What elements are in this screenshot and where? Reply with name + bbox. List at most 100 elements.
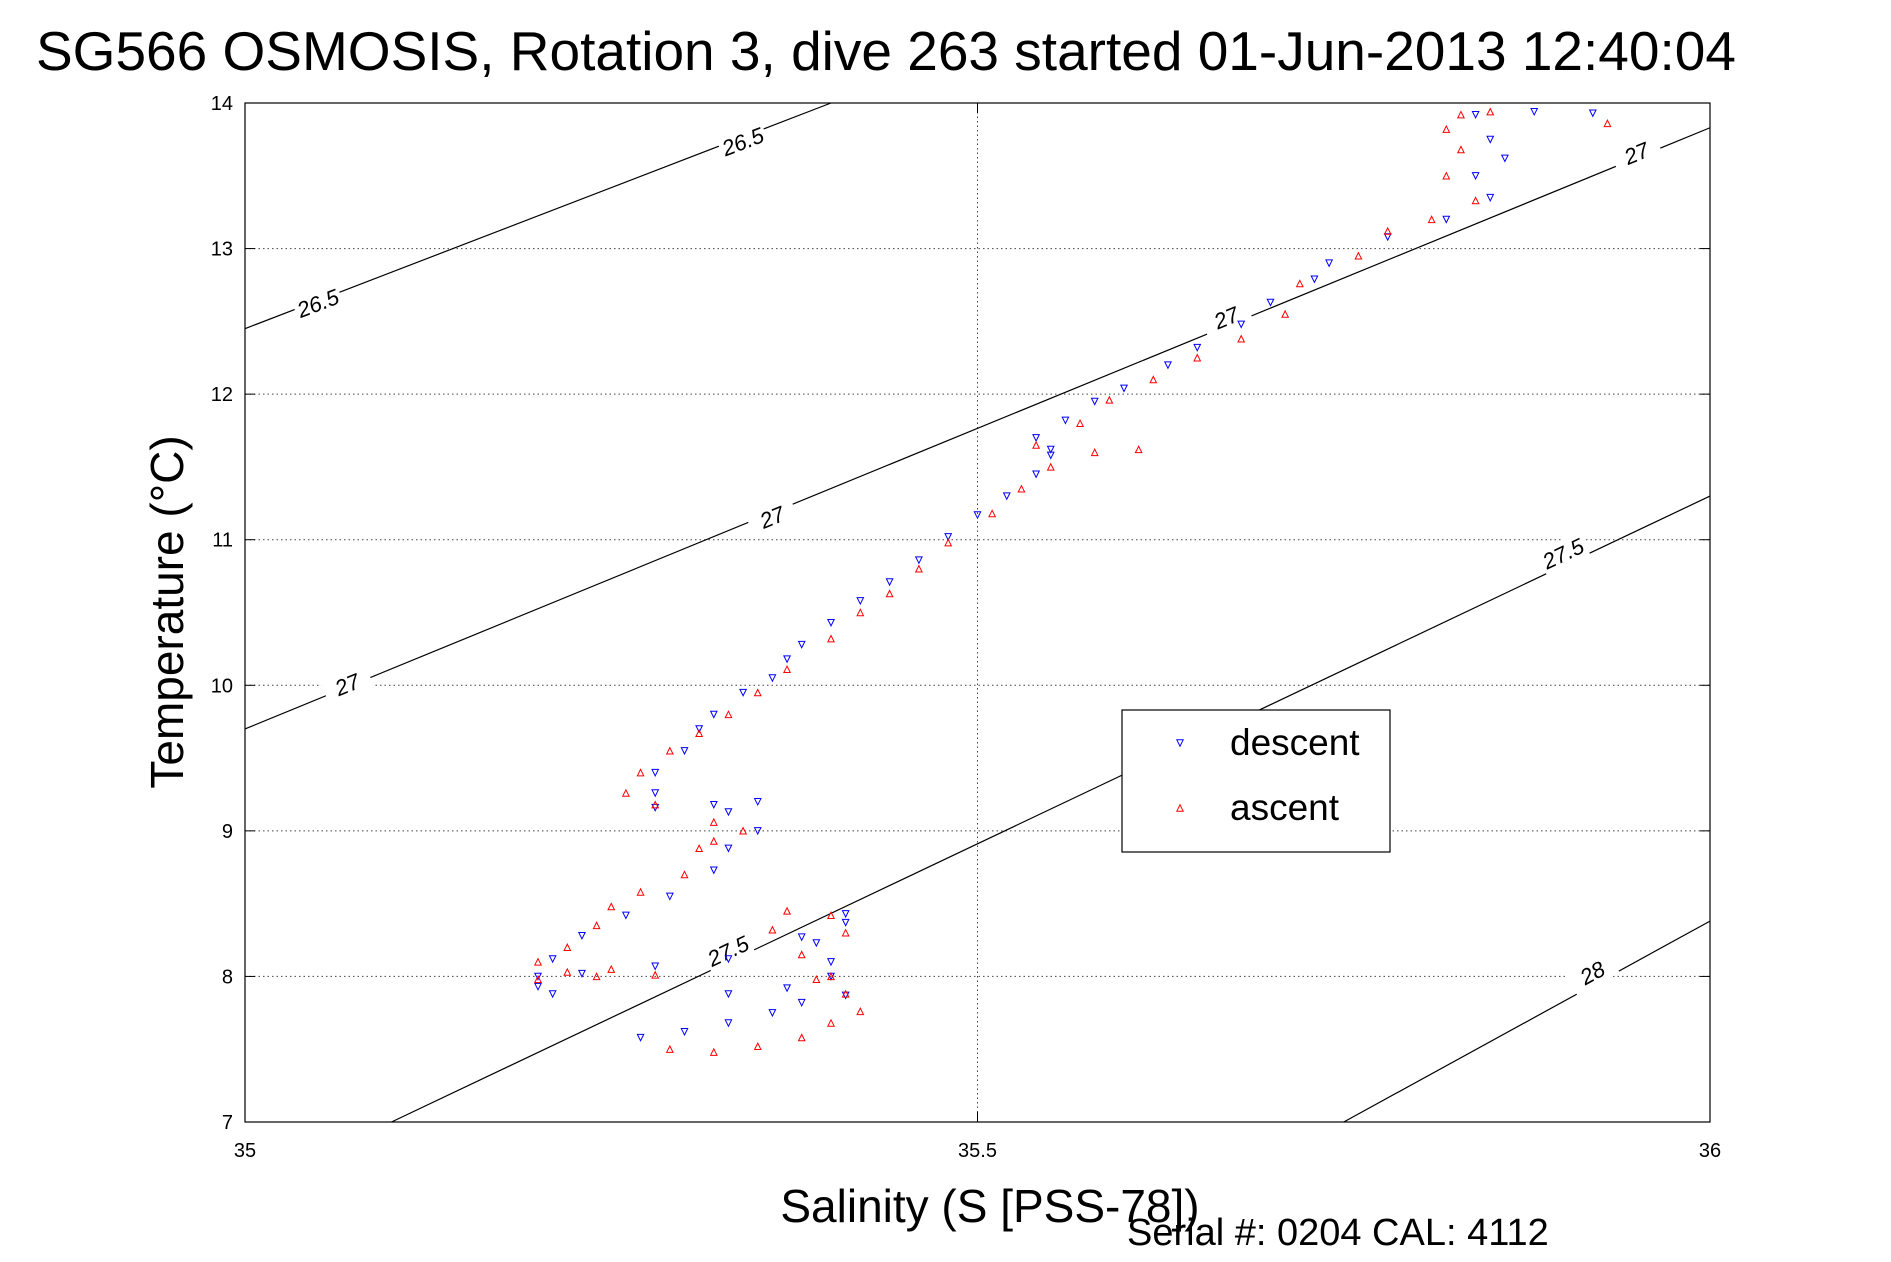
ascent-point [1017,484,1026,493]
ascent-point [826,1018,836,1027]
descent-point [709,866,718,875]
descent-point [826,958,836,967]
ascent-point [988,509,997,518]
descent-point [841,991,850,1000]
series-ascent [533,107,1612,1056]
ascent-point [1149,375,1158,384]
ascent-point [695,844,704,853]
ascent-point [768,925,777,934]
ascent-point [783,906,792,915]
ascent-point [841,928,850,937]
ascent-point [1442,171,1451,180]
ascent-point [1427,215,1436,224]
ascent-point [724,710,733,719]
descent-point [724,1019,733,1028]
descent-point [826,618,836,628]
ascent-point [856,608,865,617]
contour-line-27 [244,127,1711,730]
descent-point [797,933,806,942]
descent-point [577,969,586,978]
descent-point [841,910,850,919]
descent-point [914,556,923,565]
ascent-point [563,967,572,976]
descent-point [753,798,762,807]
legend-label-descent: descent [1230,722,1360,763]
ascent-point [1471,196,1480,205]
legend: descent ascent [1121,709,1391,853]
ascent-point [1456,110,1465,119]
ascent-point [709,817,718,826]
contour-label-bg [1609,131,1664,175]
ascent-point [1281,309,1290,318]
ascent-point [914,564,923,573]
ascent-point [812,975,821,984]
ascent-point [1237,334,1246,343]
ascent-point [1354,251,1363,260]
descent-point [724,808,733,817]
descent-point [695,725,704,734]
descent-point [1237,320,1246,329]
contour-label-bg [290,282,345,324]
serial-cal-info: Serial #: 0204 CAL: 4112 [1127,1212,1549,1254]
legend-label-ascent: ascent [1230,787,1340,828]
descent-point [548,955,557,964]
ascent-point [695,729,704,738]
contour-label-bg [744,495,800,539]
ascent-point [1032,440,1041,449]
descent-point [812,939,821,948]
ascent-point [739,826,748,835]
axis-ticks: 35 35.5 36 7 8 9 10 11 12 13 14 [211,93,1721,1162]
ascent-point [1486,107,1495,116]
descent-point [841,918,850,927]
descent-point [709,710,718,719]
descent-point [885,578,894,587]
descent-point [548,990,557,999]
ascent-point [1193,353,1202,362]
descent-point [797,998,806,1007]
contour-label-bg [1535,531,1591,576]
ascent-point [1603,119,1612,128]
descent-point [783,984,792,993]
ascent-point [533,957,543,966]
descent-point [533,982,543,991]
ascent-point [651,800,660,809]
ascent-point [592,972,601,981]
descent-point [1032,434,1041,443]
descent-point [621,911,630,920]
legend-marker-ascent [1175,803,1185,812]
y-tick-label: 8 [222,966,233,988]
descent-point [680,1028,689,1037]
series-descent [533,108,1597,1042]
chart-title: SG566 OSMOSIS, Rotation 3, dive 263 star… [36,20,1736,82]
descent-point [1061,416,1070,425]
ascent-point [665,1044,674,1053]
y-tick-label: 14 [211,93,233,115]
descent-point [1500,154,1509,163]
contour-label-bg [1199,296,1254,339]
descent-point [1046,445,1055,454]
grid-lines [245,103,1710,1122]
descent-point [1471,110,1480,119]
contour-label-bg [320,663,375,706]
ascent-point [753,688,762,697]
descent-point [1588,109,1597,118]
ascent-point [783,664,792,673]
descent-point [665,892,674,901]
descent-point [709,800,718,809]
y-tick-label: 12 [211,384,233,406]
x-axis-label: Salinity (S [PSS-78]) [780,1180,1199,1232]
contour-line-27.5 [391,495,1711,1123]
descent-point [1383,233,1392,242]
descent-point [1486,193,1495,202]
descent-point [753,827,762,836]
ascent-point [826,910,836,919]
y-axis-label: Temperature (°C) [141,435,193,788]
descent-point [1530,108,1539,117]
descent-point [724,990,733,999]
ascent-point [856,1007,865,1016]
ascent-point [826,634,836,643]
descent-point [1486,135,1495,144]
ascent-point [826,972,836,981]
x-tick-label: 36 [1699,1140,1721,1162]
